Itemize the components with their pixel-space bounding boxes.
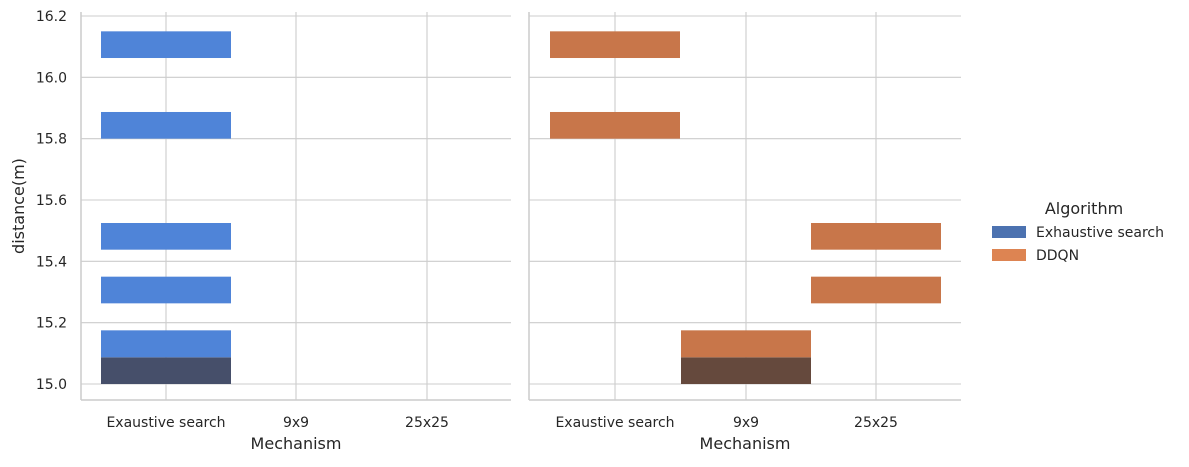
x-tick-label: 9x9 [283, 415, 309, 431]
histogram-bin [811, 276, 941, 304]
y-axis-label: distance(m) [9, 158, 28, 254]
x-tick-label: Exaustive search [555, 415, 674, 431]
histogram-bin [811, 223, 941, 250]
histogram-bin [101, 111, 231, 139]
x-axis-label: Mechanism [700, 434, 791, 453]
histogram-bin [681, 330, 811, 358]
legend-label: Exhaustive search [1036, 225, 1164, 241]
x-tick-label: 25x25 [405, 415, 449, 431]
histogram-bin [101, 357, 231, 384]
y-tick-label: 16.2 [36, 9, 67, 25]
histogram-bin [681, 357, 811, 384]
histogram-bin [101, 223, 231, 250]
histogram-bin [101, 31, 231, 59]
y-tick-label: 15.4 [36, 254, 67, 270]
legend-swatch [992, 249, 1026, 261]
histogram-bin [101, 276, 231, 304]
legend-swatch [992, 226, 1026, 238]
x-axis-label: Mechanism [251, 434, 342, 453]
legend-label: DDQN [1036, 248, 1079, 264]
legend-title: Algorithm [1045, 199, 1123, 218]
histogram-bin [550, 111, 680, 139]
y-tick-label: 16.0 [36, 70, 67, 86]
y-tick-label: 15.2 [36, 316, 67, 332]
x-tick-label: 25x25 [854, 415, 898, 431]
x-tick-label: 9x9 [733, 415, 759, 431]
y-tick-label: 15.0 [36, 377, 67, 393]
y-tick-label: 15.8 [36, 132, 67, 148]
y-tick-label: 15.6 [36, 193, 67, 209]
histogram-bin [550, 31, 680, 59]
x-tick-label: Exaustive search [106, 415, 225, 431]
histogram-bin [101, 330, 231, 358]
